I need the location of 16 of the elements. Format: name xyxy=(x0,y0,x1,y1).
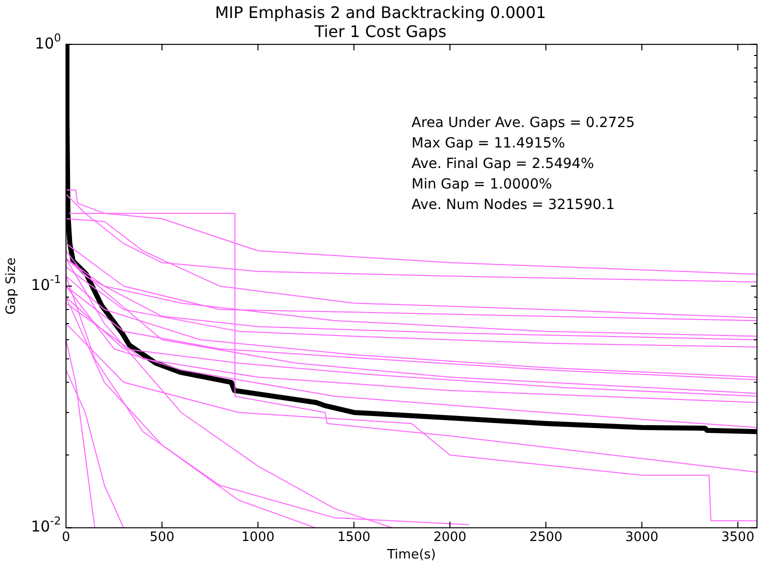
x-tick-label: 1000 xyxy=(241,530,274,545)
annotation: Min Gap = 1.0000% xyxy=(412,176,552,193)
x-tick-label: 1500 xyxy=(337,530,370,545)
chart-title: MIP Emphasis 2 and Backtracking 0.0001 Tier 1 Cost Gaps xyxy=(214,2,546,41)
x-tick-label: 3500 xyxy=(721,530,754,545)
x-tick-label: 0 xyxy=(62,530,70,545)
annotation: Ave. Final Gap = 2.5494% xyxy=(412,156,594,172)
x-tick-label: 500 xyxy=(150,530,174,545)
x-tick-label: 3000 xyxy=(625,530,658,545)
annotation: Ave. Num Nodes = 321590.1 xyxy=(412,197,615,214)
annotation: Max Gap = 11.4915% xyxy=(412,136,566,152)
x-tick-label: 2000 xyxy=(433,530,466,545)
annotation: Area Under Ave. Gaps = 0.2725 xyxy=(412,115,635,132)
x-axis-title: Time(s) xyxy=(386,548,436,563)
x-tick-label: 2500 xyxy=(529,530,562,545)
y-axis-title: Gap Size xyxy=(4,258,20,315)
